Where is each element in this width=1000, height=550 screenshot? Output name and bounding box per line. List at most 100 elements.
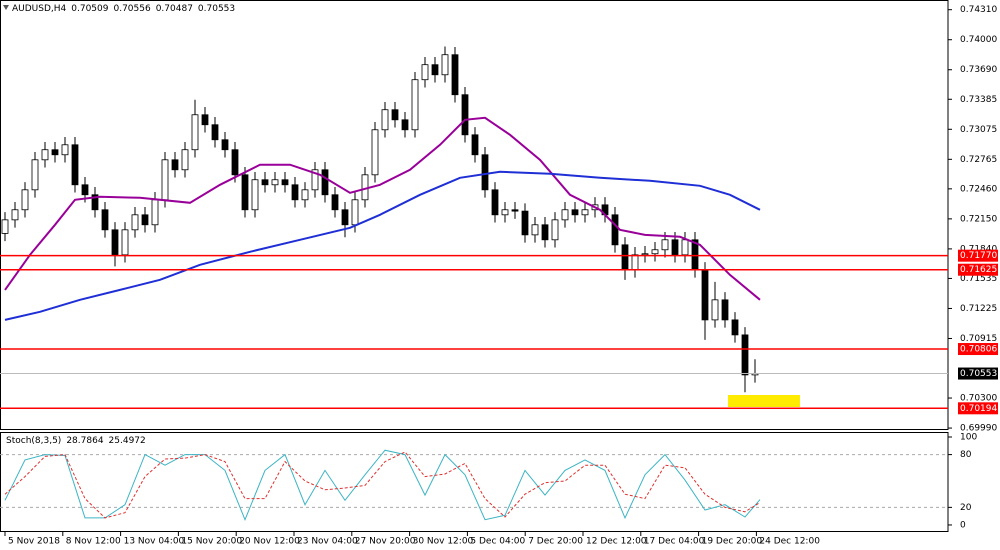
candle-body <box>21 189 29 211</box>
candle-body <box>581 209 589 216</box>
level-box <box>958 263 998 276</box>
candle-body <box>121 229 129 256</box>
level-box <box>958 249 998 262</box>
candle-body <box>161 159 169 201</box>
header-value: 28.7864 <box>66 436 103 446</box>
candle-body <box>221 139 229 151</box>
y-tick-label: 20 <box>960 503 972 513</box>
candle-body <box>341 209 349 226</box>
moving-average <box>4 116 761 301</box>
panel-frame <box>0 432 949 532</box>
y-tick-label: 0.71840 <box>960 244 997 254</box>
candle-body <box>371 129 379 176</box>
y-tick-label: 0.71535 <box>960 274 997 284</box>
x-tick-label: 20 Nov 12:00 <box>239 537 300 547</box>
x-tick-label: 17 Dec 04:00 <box>644 537 705 547</box>
candle-body <box>741 334 749 376</box>
candle-body <box>301 189 309 201</box>
header-value: 0.70556 <box>113 4 150 14</box>
y-tick-label: 0.70300 <box>960 394 997 404</box>
candle-body <box>141 214 149 226</box>
candle-body <box>111 229 119 256</box>
candle-body <box>461 94 469 136</box>
candle-body <box>681 239 689 256</box>
candle-body <box>721 299 729 321</box>
y-tick-label: 0.69990 <box>960 424 997 434</box>
level-label: 0.71770 <box>960 251 997 261</box>
stoch-line <box>4 451 761 519</box>
candle-body <box>1 219 9 234</box>
symbol-icon <box>3 5 9 10</box>
candle-body <box>551 219 559 241</box>
candle-body <box>571 209 579 216</box>
candle-body <box>431 64 439 76</box>
candle-body <box>261 179 269 186</box>
candle-body <box>251 179 259 211</box>
candle-body <box>491 189 499 216</box>
y-tick-label: 0 <box>960 520 966 530</box>
candle-body <box>311 169 319 191</box>
candle-body <box>231 149 239 176</box>
candle-body <box>661 239 669 251</box>
y-tick-label: 0.71225 <box>960 304 997 314</box>
y-tick-label: 0.72765 <box>960 155 997 165</box>
candle-body <box>511 209 519 212</box>
panel-title: Stoch(8,3,5) <box>6 436 61 446</box>
candle-body <box>291 184 299 201</box>
candle-body <box>421 64 429 81</box>
candle-body <box>541 224 549 241</box>
header-value: 25.4972 <box>109 436 146 446</box>
candle-body <box>181 149 189 171</box>
candle-body <box>241 174 249 211</box>
candle-body <box>191 114 199 151</box>
candle-body <box>711 299 719 321</box>
candle-body <box>281 179 289 186</box>
y-tick-label: 100 <box>960 433 977 443</box>
candle-body <box>621 244 629 271</box>
x-tick-label: 12 Dec 12:00 <box>586 537 647 547</box>
candle-body <box>151 199 159 226</box>
panel-header: Stoch(8,3,5) 28.7864 25.4972 <box>6 436 146 446</box>
level-box <box>958 343 998 356</box>
candle-body <box>611 214 619 246</box>
x-tick-label: 23 Nov 04:00 <box>297 537 358 547</box>
candle-body <box>441 54 449 76</box>
candle-body <box>61 144 69 156</box>
candle-body <box>271 179 279 186</box>
candle-body <box>521 210 529 236</box>
x-tick-label: 19 Dec 20:00 <box>702 537 763 547</box>
candle-body <box>31 159 39 191</box>
candle-body <box>391 109 399 121</box>
support-zone-highlight <box>728 395 800 407</box>
candle-body <box>471 134 479 156</box>
candle-body <box>671 239 679 256</box>
x-tick-label: 13 Nov 04:00 <box>124 537 185 547</box>
candle-body <box>71 144 79 186</box>
y-tick-label: 0.72460 <box>960 184 997 194</box>
x-tick-label: 5 Nov 2018 <box>8 537 60 547</box>
candle-body <box>201 114 209 126</box>
candle-body <box>531 224 539 236</box>
panel-header: AUDUSD,H4 0.70509 0.70556 0.70487 0.70553 <box>12 4 235 14</box>
candle-body <box>211 124 219 141</box>
candle-body <box>481 154 489 191</box>
candle-body <box>51 149 59 156</box>
y-tick-label: 80 <box>960 450 972 460</box>
candle-body <box>731 319 739 336</box>
candle-body <box>81 184 89 196</box>
candle-body <box>11 209 19 221</box>
x-tick-label: 7 Dec 20:00 <box>528 537 583 547</box>
header-value: 0.70553 <box>198 4 235 14</box>
y-tick-label: 0.73075 <box>960 125 997 135</box>
level-label: 0.70194 <box>960 404 997 414</box>
stoch-line <box>4 449 761 522</box>
moving-average <box>4 170 761 321</box>
level-label: 0.70806 <box>960 345 997 355</box>
y-tick-label: 0.73385 <box>960 95 997 105</box>
y-tick-label: 0.73690 <box>960 65 997 75</box>
candle-body <box>171 159 179 171</box>
y-tick-label: 0.74310 <box>960 5 997 15</box>
x-tick-label: 5 Dec 04:00 <box>470 537 525 547</box>
